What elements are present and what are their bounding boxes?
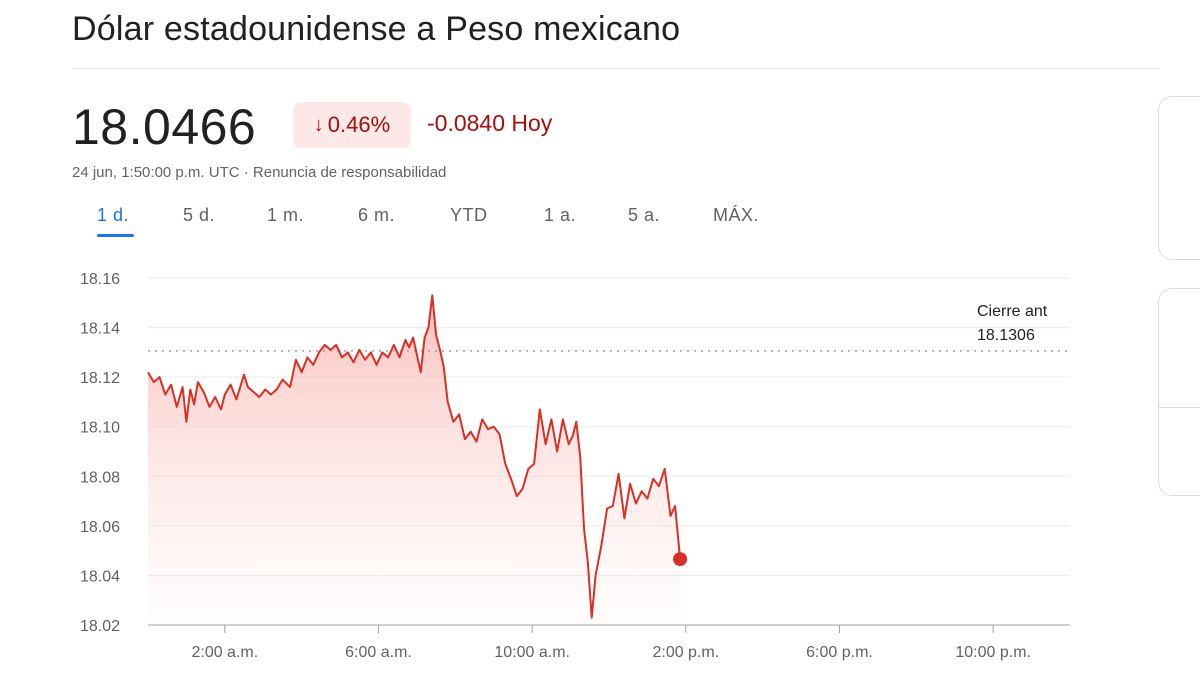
tab-1m[interactable]: 1 m. (267, 205, 305, 225)
tab-max[interactable]: MÁX. (713, 205, 760, 225)
tab-5d[interactable]: 5 d. (183, 205, 216, 225)
absolute-change: -0.0840 Hoy (427, 110, 553, 136)
percent-change-badge: ↓ 0.46% (293, 102, 411, 148)
y-tick-label: 18.10 (80, 420, 120, 437)
x-tick-label: 6:00 a.m. (345, 644, 412, 661)
side-panel-card-bottom (1158, 288, 1200, 496)
side-panel-divider (1159, 407, 1200, 408)
last-price-point (673, 552, 688, 567)
y-tick-label: 18.06 (80, 519, 120, 536)
y-tick-label: 18.12 (80, 370, 120, 387)
previous-close-label: Cierre ant (977, 303, 1048, 320)
y-tick-label: 18.04 (80, 568, 120, 585)
y-tick-label: 18.02 (80, 618, 120, 635)
tab-5y[interactable]: 5 a. (628, 205, 661, 225)
chart-area-fill (148, 295, 681, 625)
y-axis-ticks: 18.16 18.14 18.12 18.10 18.08 18.06 18.04 18.02 (80, 271, 120, 635)
series-area (148, 295, 681, 625)
tab-1y[interactable]: 1 a. (544, 205, 577, 225)
previous-close-value: 18.1306 (977, 327, 1035, 344)
percent-change-value: 0.46% (327, 112, 391, 137)
x-tick-label: 10:00 p.m. (955, 644, 1031, 661)
timestamp-disclaimer: 24 jun, 1:50:00 p.m. UTC · Renuncia de r… (72, 164, 447, 181)
page-title: Dólar estadounidense a Peso mexicano (72, 10, 681, 48)
y-tick-label: 18.16 (80, 271, 120, 288)
tab-1d[interactable]: 1 d. (97, 205, 130, 225)
x-tick-label: 2:00 p.m. (652, 644, 719, 661)
side-panel-card-top (1158, 96, 1200, 260)
y-tick-label: 18.08 (80, 469, 120, 486)
header-divider (72, 68, 1160, 69)
series-line (147, 294, 682, 619)
active-tab-indicator (97, 234, 134, 237)
x-tick-label: 2:00 a.m. (191, 644, 258, 661)
series-line-group (147, 294, 688, 619)
x-axis-ticks: 2:00 a.m. 6:00 a.m. 10:00 a.m. 2:00 p.m. 6:0… (191, 625, 1031, 661)
tab-ytd[interactable]: YTD (450, 205, 488, 225)
tab-6m[interactable]: 6 m. (358, 205, 396, 225)
time-range-tabs: 1 d. 5 d. 1 m. 6 m. YTD 1 a. 5 a. MÁX. (72, 205, 832, 239)
x-tick-label: 6:00 p.m. (806, 644, 873, 661)
down-arrow-icon: ↓ (313, 113, 324, 136)
y-tick-label: 18.14 (80, 321, 120, 338)
current-price: 18.0466 (72, 99, 257, 155)
x-tick-label: 10:00 a.m. (494, 644, 570, 661)
previous-close-group: Cierre ant 18.1306 (148, 303, 1070, 352)
